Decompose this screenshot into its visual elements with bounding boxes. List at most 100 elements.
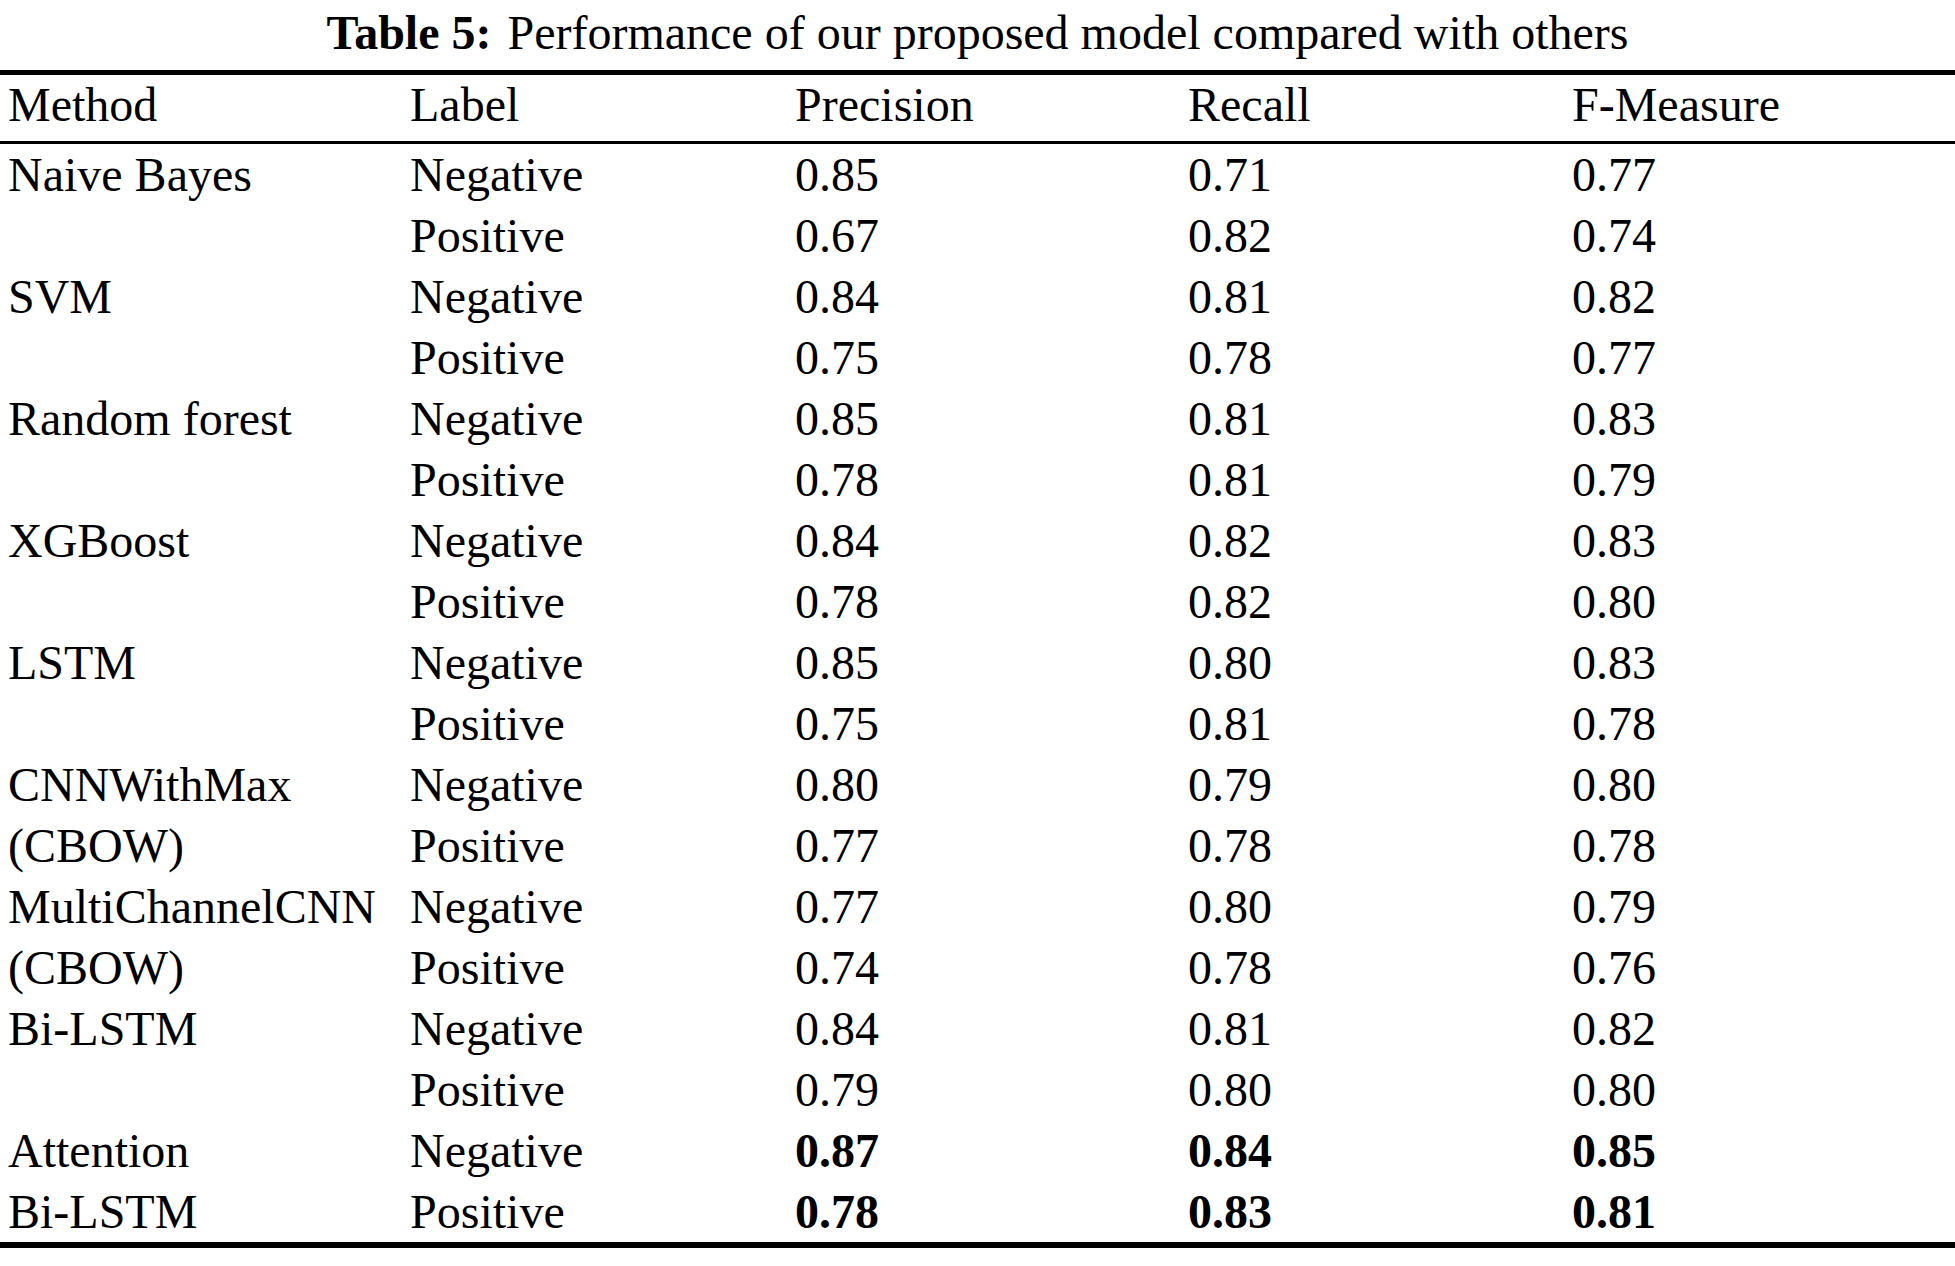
recall-cell: 0.80 (1188, 1059, 1572, 1120)
method-cell: Attention Bi-LSTM (0, 1120, 410, 1245)
recall-cell: 0.82 (1188, 571, 1572, 632)
method-line-2 (8, 449, 410, 510)
recall-cell: 0.78 (1188, 327, 1572, 388)
table-row: LSTM Negative 0.85 0.80 0.83 (0, 632, 1955, 693)
label-cell: Positive (410, 327, 795, 388)
method-cell: Bi-LSTM (0, 998, 410, 1120)
label-cell: Negative (410, 510, 795, 571)
table-row: Random forest Negative 0.85 0.81 0.83 (0, 388, 1955, 449)
table-row: XGBoost Negative 0.84 0.82 0.83 (0, 510, 1955, 571)
header-label: Label (410, 73, 795, 143)
f-measure-cell: 0.83 (1572, 388, 1955, 449)
f-measure-cell: 0.78 (1572, 693, 1955, 754)
recall-cell: 0.81 (1188, 693, 1572, 754)
precision-cell: 0.85 (795, 143, 1188, 206)
results-table: Method Label Precision Recall F-Measure … (0, 70, 1955, 1248)
method-line-1: CNNWithMax (8, 754, 410, 815)
header-row: Method Label Precision Recall F-Measure (0, 73, 1955, 143)
f-measure-cell: 0.77 (1572, 143, 1955, 206)
method-cell: LSTM (0, 632, 410, 754)
label-cell: Negative (410, 998, 795, 1059)
f-measure-cell: 0.81 (1572, 1181, 1955, 1245)
label-cell: Positive (410, 815, 795, 876)
f-measure-cell: 0.83 (1572, 632, 1955, 693)
table-caption: Table 5: Performance of our proposed mode… (0, 0, 1955, 70)
precision-cell: 0.85 (795, 388, 1188, 449)
f-measure-cell: 0.79 (1572, 449, 1955, 510)
precision-cell: 0.84 (795, 266, 1188, 327)
label-cell: Positive (410, 693, 795, 754)
recall-cell: 0.78 (1188, 815, 1572, 876)
recall-cell: 0.81 (1188, 449, 1572, 510)
label-cell: Negative (410, 143, 795, 206)
method-line-1: SVM (8, 266, 410, 327)
paper-table-figure: Table 5: Performance of our proposed mode… (0, 0, 1955, 1266)
method-line-2 (8, 693, 410, 754)
label-cell: Positive (410, 449, 795, 510)
method-line-1: MultiChannelCNN (8, 876, 410, 937)
header-recall: Recall (1188, 73, 1572, 143)
table-row: Bi-LSTM Negative 0.84 0.81 0.82 (0, 998, 1955, 1059)
precision-cell: 0.75 (795, 327, 1188, 388)
f-measure-cell: 0.82 (1572, 266, 1955, 327)
recall-cell: 0.78 (1188, 937, 1572, 998)
recall-cell: 0.81 (1188, 998, 1572, 1059)
precision-cell: 0.78 (795, 571, 1188, 632)
recall-cell: 0.80 (1188, 632, 1572, 693)
recall-cell: 0.83 (1188, 1181, 1572, 1245)
f-measure-cell: 0.80 (1572, 754, 1955, 815)
table-caption-label: Table 5: (327, 6, 492, 59)
recall-cell: 0.81 (1188, 388, 1572, 449)
label-cell: Negative (410, 632, 795, 693)
method-line-1: Random forest (8, 388, 410, 449)
precision-cell: 0.78 (795, 449, 1188, 510)
label-cell: Positive (410, 571, 795, 632)
label-cell: Positive (410, 1181, 795, 1245)
precision-cell: 0.75 (795, 693, 1188, 754)
f-measure-cell: 0.83 (1572, 510, 1955, 571)
precision-cell: 0.80 (795, 754, 1188, 815)
precision-cell: 0.67 (795, 205, 1188, 266)
method-line-2 (8, 1059, 410, 1120)
table-row: CNNWithMax (CBOW) Negative 0.80 0.79 0.8… (0, 754, 1955, 815)
recall-cell: 0.82 (1188, 205, 1572, 266)
precision-cell: 0.78 (795, 1181, 1188, 1245)
header-method: Method (0, 73, 410, 143)
label-cell: Negative (410, 388, 795, 449)
precision-cell: 0.79 (795, 1059, 1188, 1120)
method-line-2 (8, 571, 410, 632)
table-row: Naive Bayes Negative 0.85 0.71 0.77 (0, 143, 1955, 206)
header-f-measure: F-Measure (1572, 73, 1955, 143)
precision-cell: 0.77 (795, 876, 1188, 937)
method-cell: CNNWithMax (CBOW) (0, 754, 410, 876)
precision-cell: 0.84 (795, 510, 1188, 571)
f-measure-cell: 0.76 (1572, 937, 1955, 998)
table-row: MultiChannelCNN (CBOW) Negative 0.77 0.8… (0, 876, 1955, 937)
method-line-2: Bi-LSTM (8, 1181, 410, 1242)
label-cell: Negative (410, 266, 795, 327)
f-measure-cell: 0.79 (1572, 876, 1955, 937)
method-line-1: Bi-LSTM (8, 998, 410, 1059)
label-cell: Positive (410, 1059, 795, 1120)
precision-cell: 0.84 (795, 998, 1188, 1059)
f-measure-cell: 0.77 (1572, 327, 1955, 388)
method-cell: SVM (0, 266, 410, 388)
method-line-2: (CBOW) (8, 937, 410, 998)
method-line-2: (CBOW) (8, 815, 410, 876)
method-cell: XGBoost (0, 510, 410, 632)
header-precision: Precision (795, 73, 1188, 143)
recall-cell: 0.71 (1188, 143, 1572, 206)
method-cell: Naive Bayes (0, 143, 410, 267)
f-measure-cell: 0.78 (1572, 815, 1955, 876)
recall-cell: 0.84 (1188, 1120, 1572, 1181)
recall-cell: 0.80 (1188, 876, 1572, 937)
f-measure-cell: 0.80 (1572, 1059, 1955, 1120)
f-measure-cell: 0.74 (1572, 205, 1955, 266)
precision-cell: 0.85 (795, 632, 1188, 693)
f-measure-cell: 0.80 (1572, 571, 1955, 632)
method-cell: MultiChannelCNN (CBOW) (0, 876, 410, 998)
method-line-1: XGBoost (8, 510, 410, 571)
precision-cell: 0.74 (795, 937, 1188, 998)
f-measure-cell: 0.85 (1572, 1120, 1955, 1181)
table-caption-text: Performance of our proposed model compar… (507, 6, 1628, 59)
